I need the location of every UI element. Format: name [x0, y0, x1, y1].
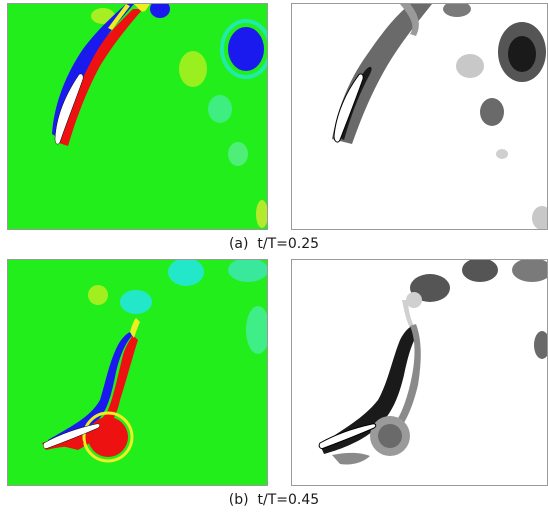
mid-vortex [480, 98, 504, 126]
weak-vortices-a [91, 8, 267, 228]
greyscale-panel-a [291, 3, 548, 230]
foil-body [54, 73, 84, 145]
foil-body [333, 73, 364, 143]
weak-positive-blob [179, 51, 207, 87]
red-shear-layer [56, 9, 143, 146]
grey-wake [332, 4, 432, 144]
light-vortex [456, 54, 484, 78]
weak-negative-blob [208, 95, 232, 123]
caption-a: (a) t/T=0.25 [0, 236, 548, 252]
weak-negative-blob [246, 306, 267, 354]
red-vortex [88, 417, 128, 457]
weak-positive-blob [88, 285, 108, 305]
weak-negative-blob [120, 290, 152, 314]
weak-negative-blob [228, 142, 248, 166]
blue-vortex-top [150, 4, 170, 18]
yellow-shear-edge [108, 4, 130, 30]
blue-vortex [228, 27, 264, 71]
foil-body [42, 423, 100, 449]
vorticity-panel-a [7, 3, 268, 230]
weak-positive-blob [256, 200, 267, 228]
vorticity-panel-b [7, 259, 268, 486]
caption-label: (a) [228, 236, 249, 252]
caption-b: (b) t/T=0.45 [0, 492, 548, 508]
weak-negative-blob [228, 260, 267, 282]
caption-time: t/T=0.25 [257, 236, 320, 252]
foil-body [318, 423, 377, 449]
weak-negative-blob [168, 260, 204, 286]
caption-label: (b) [228, 492, 249, 508]
greyscale-panel-b [291, 259, 548, 486]
caption-time: t/T=0.45 [257, 492, 320, 508]
